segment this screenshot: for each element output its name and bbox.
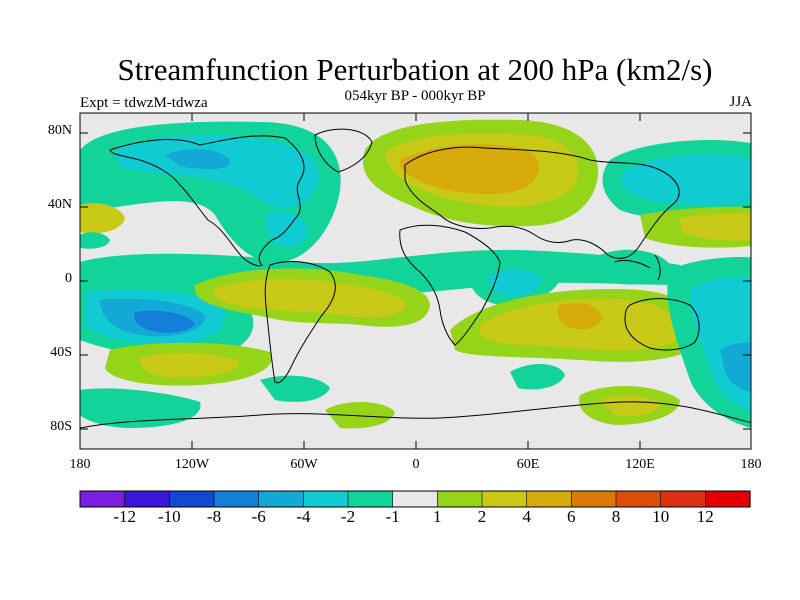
contour-neg6-south-pacific	[134, 310, 195, 333]
colorbar-label: 10	[652, 507, 670, 526]
contour-pos-dateline-west	[80, 203, 125, 234]
contour-pos4-indian	[558, 303, 602, 330]
lon-label-180-right: 180	[740, 457, 762, 472]
lat-label-80n: 80N	[47, 123, 72, 138]
colorbar-label: 1	[433, 507, 442, 526]
contour-neg2-north-america	[115, 135, 319, 209]
colorbar-swatch	[213, 490, 260, 508]
colorbar-label: -6	[251, 507, 266, 526]
colorbar	[79, 490, 751, 508]
lat-label-40s: 40S	[50, 345, 72, 360]
contour-pos2-southern-ocean	[600, 395, 660, 417]
colorbar-swatch	[392, 490, 438, 508]
coast-south-america	[264, 260, 336, 384]
colorbar-label: 6	[567, 507, 576, 526]
season-label: JJA	[729, 94, 752, 110]
lon-label-60w: 60W	[290, 457, 318, 472]
chart-subtitle: 054kyr BP - 000kyr BP	[344, 88, 486, 104]
colorbar-label: -2	[340, 507, 356, 526]
contour-neg-southeast-pacific	[80, 388, 201, 428]
contour-neg-south-atlantic	[260, 375, 330, 402]
lon-label-120e: 120E	[625, 457, 655, 472]
colorbar-label: -10	[157, 507, 181, 526]
colorbar-swatch	[437, 490, 483, 508]
colorbar-frame	[79, 490, 751, 508]
coast-greenland	[314, 128, 373, 173]
colorbar-label: -12	[113, 507, 137, 526]
contour-pos2-west-pacific	[680, 213, 751, 241]
lon-label-120w: 120W	[174, 457, 210, 472]
contour-neg4-north-america	[165, 148, 231, 170]
lon-label-60e: 60E	[516, 457, 540, 472]
coast-indonesia	[614, 254, 661, 281]
contour-neg2-africa	[488, 268, 542, 297]
colorbar-swatch	[347, 490, 394, 508]
contour-pos4-eurasia	[399, 144, 540, 195]
colorbar-label: 2	[477, 507, 487, 526]
colorbar-label: 8	[611, 507, 621, 526]
coast-australia	[624, 298, 700, 351]
colorbar-swatch	[481, 490, 528, 508]
contour-neg-northeast-atlantic	[80, 232, 110, 249]
coast-europe-asia	[404, 146, 680, 259]
colorbar-swatch	[526, 490, 572, 508]
colorbar-swatch	[124, 490, 170, 508]
colorbar-swatch	[79, 490, 126, 508]
contour-neg-south-indian	[510, 364, 565, 390]
colorbar-label: -1	[385, 507, 400, 526]
contour-pos2-south-pacific-mid	[139, 353, 240, 378]
colorbar-swatch	[705, 490, 751, 508]
lon-label-180-left: 180	[69, 457, 91, 472]
coast-africa	[399, 224, 501, 346]
colorbar-swatch	[303, 490, 349, 508]
colorbar-label: -8	[206, 507, 222, 526]
colorbar-label: -4	[296, 507, 311, 526]
contour-field	[80, 113, 751, 449]
colorbar-swatch	[571, 490, 617, 508]
lon-label-0: 0	[412, 457, 420, 472]
lat-label-80s: 80S	[50, 419, 72, 434]
experiment-label: Expt = tdwzM-tdwza	[80, 95, 208, 111]
lat-label-40n: 40N	[47, 197, 72, 212]
colorbar-swatch	[615, 490, 662, 508]
coast-north-america	[109, 135, 305, 267]
coast-antarctica	[80, 401, 751, 429]
contour-pos2-south-america-belt	[213, 279, 406, 318]
lat-label-0: 0	[65, 271, 72, 286]
colorbar-swatch	[169, 490, 215, 508]
colorbar-swatch	[258, 490, 304, 508]
colorbar-swatch	[660, 490, 706, 508]
axis-ticks	[80, 113, 751, 449]
coastlines	[80, 128, 751, 429]
contour-pos-antarctic	[325, 401, 395, 429]
colorbar-label: 4	[522, 507, 531, 526]
chart-title: Streamfunction Perturbation at 200 hPa (…	[117, 52, 713, 87]
colorbar-label: 12	[696, 507, 714, 526]
